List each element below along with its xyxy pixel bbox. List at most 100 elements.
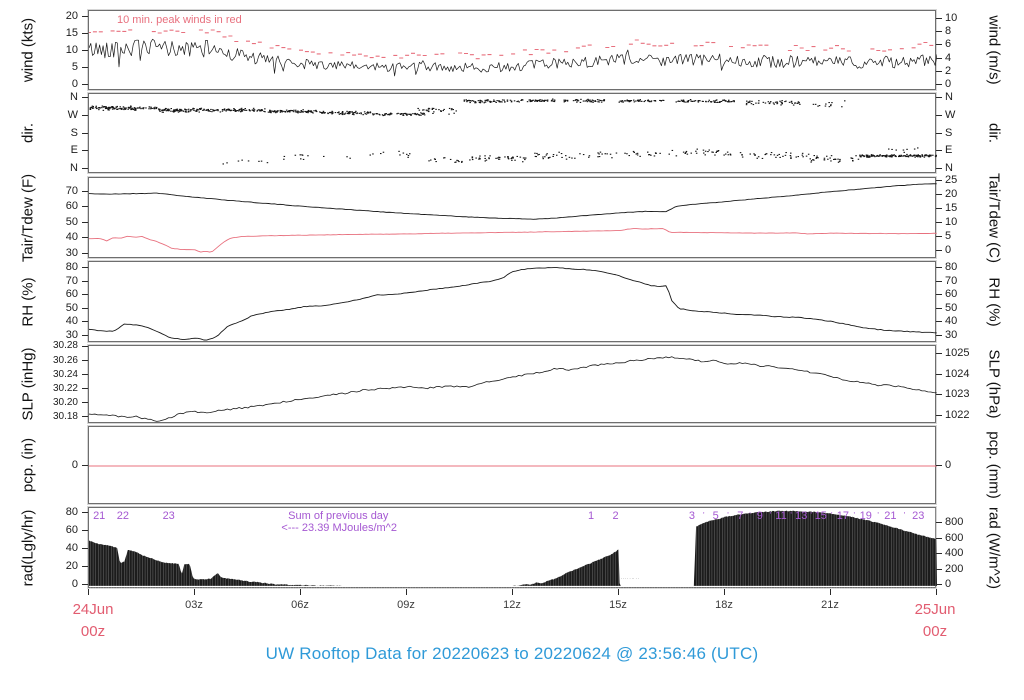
- y-tick-right: [936, 235, 942, 237]
- x-tick-label: 03z: [185, 599, 203, 611]
- y-tick-label-right: N: [945, 161, 953, 174]
- y-tick-right: [936, 132, 942, 134]
- x-tick: [829, 589, 831, 595]
- series-0-line: [89, 38, 937, 77]
- y-axis-title-left-pcp: pcp. (in): [19, 437, 37, 493]
- y-axis-title-right-dir: dir.: [985, 122, 1003, 144]
- panel-slp: [87, 344, 937, 424]
- annotation-rad-0: 21: [93, 510, 106, 522]
- y-tick-right: [936, 568, 942, 570]
- chart-rad: [89, 508, 937, 589]
- y-tick-label-right: 1022: [945, 409, 970, 422]
- y-tick-left: [82, 280, 88, 282]
- y-tick-left: [82, 150, 88, 152]
- chart-temp: [89, 183, 937, 253]
- annotation-rad-5: 3: [688, 510, 695, 522]
- y-tick-left: [82, 464, 88, 466]
- y-tick-label-right: 0: [945, 578, 952, 591]
- y-tick-right: [936, 31, 942, 32]
- y-tick-label-left: 30.18: [52, 410, 78, 422]
- start-date-hour: 00z: [80, 622, 106, 640]
- y-tick-right: [936, 373, 942, 375]
- y-axis-title-right-slp: SLP (hPa): [985, 349, 1003, 419]
- y-tick-right: [936, 280, 942, 282]
- y-tick-label-right: 10: [945, 215, 958, 228]
- y-tick-label-right: 0: [945, 243, 952, 256]
- y-tick-left: [82, 167, 88, 169]
- x-tick: [299, 589, 301, 595]
- annotation-rad-8: 9: [756, 510, 763, 522]
- y-tick-label-right: 0: [945, 458, 952, 471]
- y-tick-label-left: 5: [71, 61, 78, 74]
- y-axis-title-right-pcp: pcp. (mm): [985, 431, 1003, 499]
- annotation-rad-7: 7: [737, 510, 744, 522]
- y-tick-right: [936, 352, 942, 354]
- y-tick-label-right: 800: [945, 516, 964, 529]
- y-tick-label-right: 60: [945, 288, 958, 301]
- y-tick-left: [82, 132, 88, 134]
- y-tick-label-left: N: [70, 161, 78, 174]
- y-axis-title-left-temp: Tair/Tdew (F): [19, 173, 37, 262]
- y-tick-left: [82, 252, 88, 254]
- y-tick-left: [82, 416, 88, 418]
- y-tick-right: [936, 97, 942, 99]
- chart-rh: [89, 267, 937, 341]
- y-tick-right: [936, 114, 942, 116]
- x-axis-end-date: 25Jun 00z: [897, 599, 973, 643]
- series-0-points: [89, 98, 937, 165]
- y-tick-left: [82, 334, 88, 336]
- series-1-line: [89, 228, 937, 253]
- y-tick-left: [82, 190, 88, 192]
- y-axis-title-left-slp: SLP (inHg): [19, 347, 37, 421]
- y-tick-label-left: 0: [71, 458, 78, 471]
- y-tick-right: [936, 537, 942, 539]
- y-tick-left: [82, 114, 88, 116]
- y-tick-right: [936, 307, 942, 309]
- y-tick-right: [936, 167, 942, 169]
- y-tick-label-left: E: [70, 144, 78, 157]
- series-0-area: [89, 510, 937, 586]
- x-axis-start-date: 24Jun 00z: [55, 599, 131, 643]
- annotation-rad-27: <--- 23.39 MJoules/m^2: [281, 522, 397, 534]
- y-tick-left: [82, 237, 88, 239]
- y-tick-right: [936, 179, 942, 181]
- y-tick-label-left: 30.22: [52, 382, 78, 394]
- y-tick-label-left: 20: [65, 9, 78, 22]
- y-tick-left: [82, 15, 88, 17]
- annotation-rad-13: 19: [859, 510, 872, 522]
- y-tick-label-left: 30.26: [52, 354, 78, 366]
- y-tick-label-right: S: [945, 126, 953, 139]
- y-tick-label-left: S: [70, 126, 78, 139]
- y-tick-right: [936, 294, 942, 296]
- area-striation-texture: [90, 508, 936, 589]
- y-tick-label-right: 400: [945, 547, 964, 560]
- y-tick-left: [82, 97, 88, 99]
- y-tick-left: [82, 530, 88, 532]
- y-tick-left: [82, 402, 88, 404]
- y-tick-left: [82, 221, 88, 223]
- y-tick-label-left: 40: [65, 315, 78, 328]
- y-tick-right: [936, 584, 942, 586]
- annotation-rad-2: 23: [162, 510, 175, 522]
- y-tick-label-right: 8: [945, 25, 952, 37]
- y-tick-label-right: N: [945, 91, 953, 104]
- y-tick-right: [936, 553, 942, 555]
- y-tick-label-right: W: [945, 108, 956, 121]
- y-tick-label-right: E: [945, 144, 953, 157]
- y-tick-label-left: 70: [65, 274, 78, 287]
- y-tick-label-left: 40: [65, 231, 78, 244]
- annotation-rad-19: ': [769, 511, 772, 520]
- annotation-rad-11: 15: [814, 510, 827, 522]
- y-tick-label-left: 50: [65, 301, 78, 314]
- x-tick: [511, 589, 513, 595]
- series-0-line: [89, 183, 937, 220]
- y-tick-label-right: 6: [945, 38, 952, 51]
- y-tick-label-left: W: [67, 108, 78, 121]
- start-date-day: 24Jun: [72, 601, 114, 618]
- y-tick-left: [82, 267, 88, 269]
- chart-pcp: [89, 465, 937, 467]
- y-axis-title-right-rad: rad (W/m^2): [985, 506, 1003, 589]
- x-tick-label: 09z: [397, 599, 415, 611]
- y-axis-title-right-wind: wind (m/s): [985, 15, 1003, 85]
- y-tick-label-right: 200: [945, 562, 964, 575]
